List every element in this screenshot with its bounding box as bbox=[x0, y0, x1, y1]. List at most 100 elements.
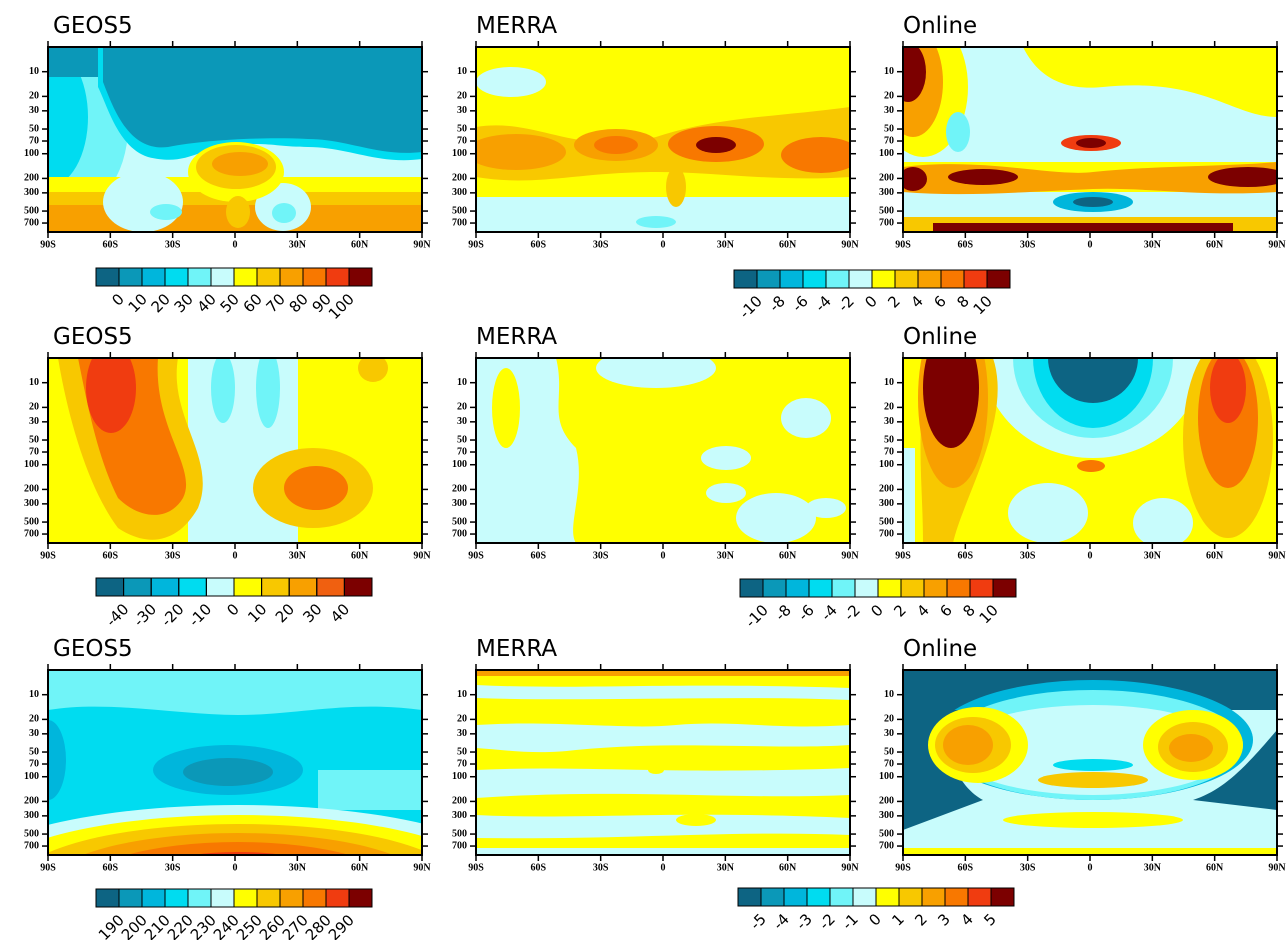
colorbar-label: -1 bbox=[839, 910, 862, 933]
colorbar-box bbox=[261, 577, 290, 597]
y-tick-label: 700 bbox=[879, 528, 894, 539]
colorbar-box bbox=[187, 888, 212, 908]
y-tick-label: 70 bbox=[457, 135, 467, 146]
y-tick-label: 20 bbox=[29, 714, 39, 725]
colorbar-label: 30 bbox=[299, 600, 325, 626]
y-tick-label: 30 bbox=[884, 416, 894, 427]
colorbar-box bbox=[756, 269, 781, 289]
x-tick-label: 30S bbox=[1020, 862, 1036, 873]
colorbar-box bbox=[123, 577, 152, 597]
colorbar-box bbox=[178, 577, 207, 597]
y-tick-label: 300 bbox=[879, 187, 894, 198]
y-tick-label: 700 bbox=[879, 840, 894, 851]
y-tick-label: 700 bbox=[24, 217, 39, 228]
colorbar-box bbox=[279, 267, 304, 287]
y-tick-label: 100 bbox=[879, 771, 894, 782]
colorbar-box bbox=[990, 887, 1015, 907]
colorbar-box bbox=[325, 888, 350, 908]
x-tick-label: 60S bbox=[958, 862, 974, 873]
colorbar-label: -10 bbox=[742, 601, 772, 631]
colorbar-label: -10 bbox=[185, 600, 215, 630]
y-tick-label: 10 bbox=[457, 66, 467, 77]
y-tick-label: 200 bbox=[24, 796, 39, 807]
y-tick-label: 30 bbox=[29, 416, 39, 427]
x-tick-label: 60N bbox=[1206, 550, 1224, 561]
contour-field bbox=[476, 670, 850, 855]
colorbar-label: 6 bbox=[936, 601, 955, 620]
colorbar-box bbox=[118, 888, 143, 908]
contour-field bbox=[903, 670, 1277, 855]
y-tick-label: 700 bbox=[452, 840, 467, 851]
y-tick-label: 30 bbox=[884, 728, 894, 739]
y-tick-label: 70 bbox=[884, 135, 894, 146]
x-tick-label: 60S bbox=[103, 550, 119, 561]
colorbar-box bbox=[946, 578, 971, 598]
colorbar-label: 20 bbox=[272, 600, 298, 626]
x-tick-label: 0 bbox=[1088, 862, 1093, 873]
colorbar-box bbox=[187, 267, 212, 287]
colorbar-label: 10 bbox=[244, 600, 270, 626]
y-tick-label: 700 bbox=[879, 217, 894, 228]
y-tick-label: 20 bbox=[884, 714, 894, 725]
x-tick-label: 90N bbox=[413, 862, 431, 873]
y-tick-label: 100 bbox=[452, 459, 467, 470]
y-tick-label: 200 bbox=[879, 484, 894, 495]
colorbar-label: 3 bbox=[934, 910, 953, 929]
y-tick-label: 200 bbox=[452, 173, 467, 184]
y-tick-label: 10 bbox=[457, 377, 467, 388]
x-tick-label: 0 bbox=[233, 862, 238, 873]
y-tick-label: 200 bbox=[879, 796, 894, 807]
colorbar-box bbox=[210, 267, 235, 287]
colorbar-box bbox=[900, 578, 925, 598]
colorbar-box bbox=[852, 887, 877, 907]
colorbar-box bbox=[831, 578, 856, 598]
y-tick-label: 300 bbox=[452, 187, 467, 198]
colorbar-label: 2 bbox=[890, 601, 909, 620]
y-tick-label: 700 bbox=[452, 528, 467, 539]
y-tick-label: 70 bbox=[29, 135, 39, 146]
colorbar-label: -3 bbox=[793, 910, 816, 933]
x-tick-label: 30S bbox=[593, 550, 609, 561]
colorbar-label: -4 bbox=[812, 292, 835, 315]
y-tick-label: 700 bbox=[452, 217, 467, 228]
x-tick-label: 90S bbox=[895, 550, 911, 561]
panel-title: Online bbox=[903, 13, 977, 39]
x-tick-label: 60S bbox=[531, 239, 547, 250]
x-tick-label: 60S bbox=[958, 239, 974, 250]
colorbar-box bbox=[256, 888, 281, 908]
x-tick-label: 0 bbox=[661, 550, 666, 561]
y-tick-label: 500 bbox=[24, 205, 39, 216]
colorbar-label: 100 bbox=[325, 290, 358, 323]
colorbar-box bbox=[802, 269, 827, 289]
panel-title: GEOS5 bbox=[53, 13, 133, 39]
panel-title: MERRA bbox=[476, 13, 557, 39]
contour-field bbox=[476, 47, 850, 232]
y-tick-label: 300 bbox=[452, 810, 467, 821]
colorbar-box bbox=[233, 577, 263, 597]
x-tick-label: 60N bbox=[779, 550, 797, 561]
x-tick-label: 30S bbox=[593, 862, 609, 873]
colorbar-box bbox=[921, 887, 946, 907]
colorbar-label: 0 bbox=[861, 292, 880, 311]
y-tick-label: 70 bbox=[884, 446, 894, 457]
colorbar-box bbox=[871, 269, 896, 289]
y-tick-label: 10 bbox=[884, 66, 894, 77]
x-tick-label: 90S bbox=[468, 550, 484, 561]
colorbar-label: 5 bbox=[980, 910, 999, 929]
x-tick-label: 0 bbox=[1088, 239, 1093, 250]
colorbar-label: 2 bbox=[911, 910, 930, 929]
colorbar-box bbox=[279, 888, 304, 908]
colorbar-label: 290 bbox=[325, 911, 358, 940]
x-tick-label: 30N bbox=[717, 239, 735, 250]
x-tick-label: 90S bbox=[468, 239, 484, 250]
colorbar-label: -30 bbox=[130, 600, 160, 630]
colorbar-box bbox=[316, 577, 345, 597]
colorbar-label: -8 bbox=[766, 292, 789, 315]
y-tick-label: 30 bbox=[884, 105, 894, 116]
x-tick-label: 30S bbox=[593, 239, 609, 250]
x-tick-label: 90N bbox=[841, 550, 859, 561]
x-tick-label: 90N bbox=[841, 239, 859, 250]
y-tick-label: 10 bbox=[884, 377, 894, 388]
y-tick-label: 10 bbox=[29, 689, 39, 700]
colorbar-label: -40 bbox=[102, 600, 132, 630]
